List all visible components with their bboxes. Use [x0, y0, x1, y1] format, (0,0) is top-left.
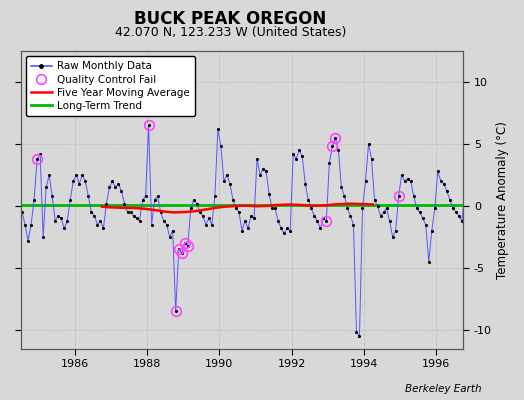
Text: BUCK PEAK OREGON: BUCK PEAK OREGON — [135, 10, 326, 28]
Legend: Raw Monthly Data, Quality Control Fail, Five Year Moving Average, Long-Term Tren: Raw Monthly Data, Quality Control Fail, … — [26, 56, 195, 116]
Text: 42.070 N, 123.233 W (United States): 42.070 N, 123.233 W (United States) — [115, 26, 346, 39]
Text: Berkeley Earth: Berkeley Earth — [406, 384, 482, 394]
Y-axis label: Temperature Anomaly (°C): Temperature Anomaly (°C) — [496, 121, 509, 279]
